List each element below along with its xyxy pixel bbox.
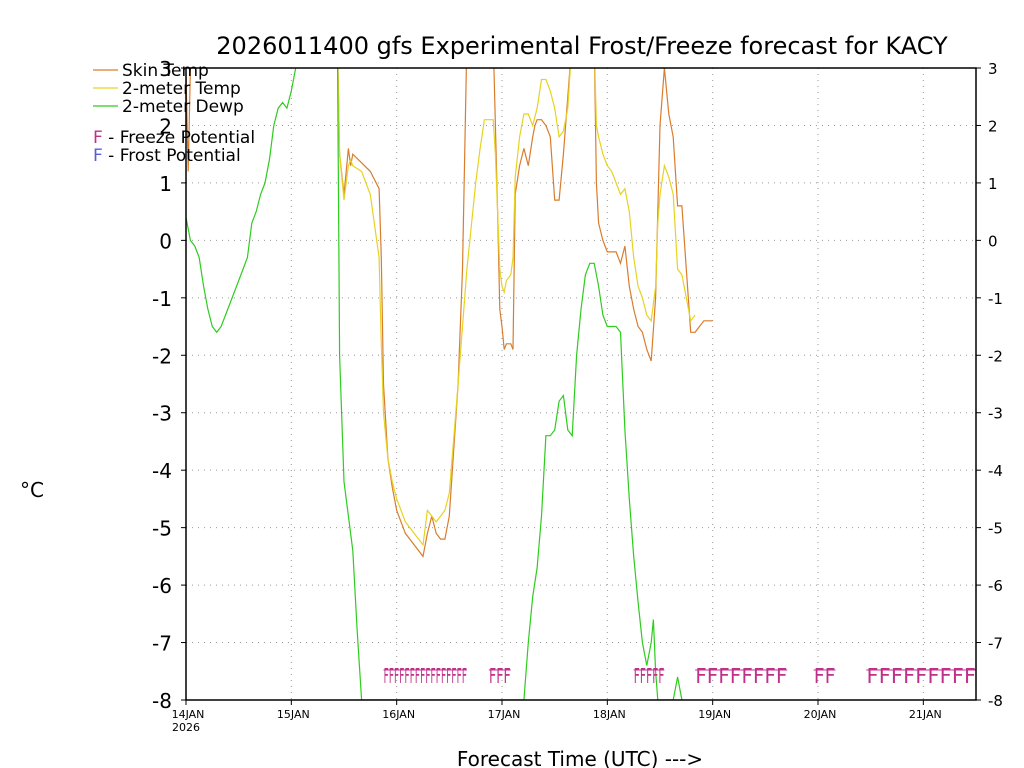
data-series	[186, 68, 713, 700]
y-tick-label-left: 3	[159, 57, 172, 81]
x-axis-label: Forecast Time (UTC) --->	[457, 747, 703, 768]
y-tick-labels: -8 -8 -7 -7 -6 -6 -5 -5 -4 -4 -3 -3 -2 -2 -1 -1 0 0 1 1 2 2 3 3	[152, 57, 1003, 713]
legend-label: Skin Temp	[122, 61, 209, 81]
x-tick-label: 19JAN	[698, 708, 731, 721]
potential-legend-letter: F	[93, 146, 103, 166]
plot-border	[185, 67, 977, 701]
y-tick-label-right: 3	[988, 60, 998, 78]
y-tick-label-left: 2	[159, 114, 172, 138]
y-tick-label-right: -7	[988, 635, 1003, 653]
series-line-skin-temp	[186, 68, 713, 558]
potential-legend-text: - Frost Potential	[103, 146, 241, 166]
y-tick-label-left: -3	[152, 402, 172, 426]
freeze-marker: FFFFFFFFF	[866, 664, 976, 688]
series-line-2-meter-dewp	[186, 68, 683, 700]
y-axis-label: °C	[20, 478, 44, 502]
grid-lines	[186, 68, 976, 700]
x-tick-label: 16JAN	[382, 708, 415, 721]
legend-label: 2-meter Dewp	[122, 97, 244, 117]
legend-label: 2-meter Temp	[122, 79, 241, 99]
y-tick-label-left: -7	[152, 632, 172, 656]
x-tick-label: 21JAN	[909, 708, 942, 721]
potential-legend-entry: F - Frost Potential	[93, 146, 241, 166]
y-tick-label-left: 1	[159, 172, 172, 196]
freeze-marker: FFF	[489, 664, 511, 688]
x-tick-label: 15JAN	[277, 708, 310, 721]
y-tick-label-right: 0	[988, 232, 998, 250]
freeze-marker: FF	[814, 664, 836, 688]
freeze-marker: FFFFFFFFFFFFFFFF	[384, 664, 467, 688]
y-tick-label-left: -5	[152, 517, 172, 541]
y-tick-label-left: -1	[152, 287, 172, 311]
series-line-2-meter-temp	[337, 68, 696, 547]
y-tick-label-right: -8	[988, 692, 1003, 710]
y-tick-label-left: -4	[152, 459, 172, 483]
y-tick-label-left: -2	[152, 344, 172, 368]
x-tick-label: 17JAN	[488, 708, 521, 721]
y-tick-label-left: -6	[152, 574, 172, 598]
potential-legend-text: - Freeze Potential	[103, 128, 255, 148]
y-tick-label-right: -1	[988, 290, 1003, 308]
y-tick-label-right: -2	[988, 347, 1003, 365]
y-tick-label-right: -6	[988, 577, 1003, 595]
potential-legend-entry: F - Freeze Potential	[93, 128, 255, 148]
x-tick-label: 14JAN	[172, 708, 205, 721]
x-tick-label: 20JAN	[804, 708, 837, 721]
freeze-marker: FFFFF	[634, 664, 665, 688]
y-tick-label-right: 2	[988, 117, 998, 135]
y-tick-label-right: -3	[988, 405, 1003, 423]
freeze-marker: FFFFFFFF	[695, 664, 787, 688]
potential-legend-letter: F	[93, 128, 103, 148]
y-tick-label-right: -4	[988, 462, 1003, 480]
y-tick-label-right: -5	[988, 520, 1003, 538]
y-tick-label-left: 0	[159, 229, 172, 253]
x-tick-label: 18JAN	[593, 708, 626, 721]
freeze-markers: FFFFFFFFFFFFFFFF FFF FFFFF FFFFFFFF FF FFFFFF…	[383, 664, 976, 688]
y-tick-label-left: -8	[152, 689, 172, 713]
y-tick-label-right: 1	[988, 175, 998, 193]
plot-frame	[181, 67, 981, 705]
x-tick-sublabel: 2026	[172, 721, 200, 734]
chart-title: 2026011400 gfs Experimental Frost/Freeze…	[216, 32, 948, 60]
